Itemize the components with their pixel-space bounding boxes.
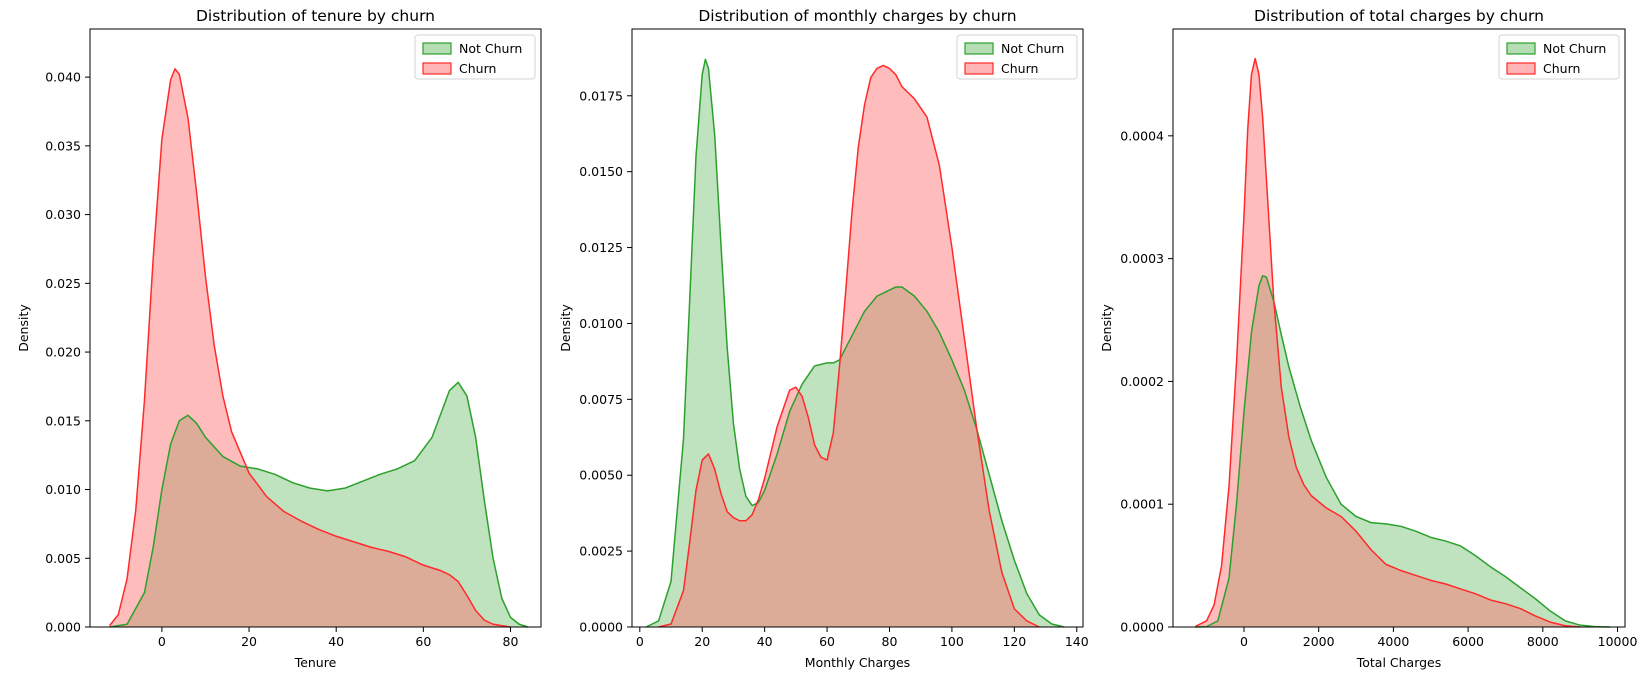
total-charges-x-tick-label: 4000 [1377, 634, 1409, 649]
total-charges-kde-panel: 0 2000 4000 6000 8000 10000 0.0000 0.0001 0.0002… [1099, 7, 1637, 670]
tenure-x-tick-label: 60 [415, 634, 431, 649]
total-charges-y-tick-label: 0.0002 [1120, 374, 1164, 389]
monthly-charges-x-tick-label: 0 [636, 634, 644, 649]
tenure-y-tick-label: 0.005 [45, 551, 81, 566]
monthly-charges-x-tick-label: 100 [940, 634, 964, 649]
tenure-legend: Not Churn Churn [414, 34, 536, 80]
tenure-kde-panel: 0 20 40 60 80 0.000 0.005 0.010 0.015 0.020 0.025 0… [16, 7, 542, 670]
tenure-y-tick-label: 0.030 [45, 207, 81, 222]
monthly-charges-chart-title: Distribution of monthly charges by churn [698, 7, 1016, 25]
total-charges-x-tick-label: 0 [1240, 634, 1248, 649]
tenure-y-tick-label: 0.020 [45, 345, 81, 360]
monthly-charges-churn-line [658, 64, 1040, 628]
monthly-charges-y-tick-label: 0.0050 [579, 468, 623, 483]
total-charges-x-tick-label: 6000 [1452, 634, 1484, 649]
monthly-charges-y-axis-label: Density [558, 304, 573, 352]
tenure-chart-title: Distribution of tenure by churn [196, 7, 435, 25]
monthly-charges-y-tick-label: 0.0125 [579, 240, 623, 255]
tenure-x-tick-label: 0 [158, 634, 166, 649]
tenure-x-tick-label: 20 [241, 634, 257, 649]
monthly-charges-kde-panel: 0 20 40 60 80 100 120 140 0.0000 0.0025 0.0050 0.00… [558, 7, 1089, 670]
monthly-charges-y-tick-label: 0.0075 [579, 392, 623, 407]
tenure-y-tick-label: 0.010 [45, 482, 81, 497]
monthly-charges-churn-area [658, 65, 1040, 628]
monthly-charges-not-churn-area [646, 59, 1065, 628]
tenure-x-tick-label: 80 [503, 634, 519, 649]
total-charges-churn-area [1195, 58, 1581, 628]
monthly-charges-x-tick-label: 80 [882, 634, 898, 649]
total-charges-y-axis-label: Density [1099, 304, 1114, 352]
total-charges-not-churn-line [1195, 275, 1611, 628]
monthly-charges-legend-label-not-churn: Not Churn [1001, 41, 1064, 56]
tenure-not-churn-line [109, 381, 529, 628]
total-charges-y-tick-label: 0.0003 [1120, 251, 1164, 266]
monthly-charges-y-tick-label: 0.0025 [579, 544, 623, 559]
monthly-charges-x-axis-label: Monthly Charges [805, 655, 910, 670]
total-charges-churn-line [1195, 57, 1581, 628]
tenure-y-tick-label: 0.015 [45, 413, 81, 428]
tenure-y-tick-label: 0.035 [45, 138, 81, 153]
total-charges-legend-label-churn: Churn [1543, 61, 1580, 76]
tenure-legend-label-not-churn: Not Churn [459, 41, 522, 56]
total-charges-x-tick-label: 2000 [1303, 634, 1335, 649]
total-charges-y-tick-label: 0.0004 [1120, 128, 1164, 143]
monthly-charges-axes-frame [631, 28, 1084, 628]
total-charges-legend-label-not-churn: Not Churn [1543, 41, 1606, 56]
tenure-y-tick-label: 0.000 [45, 620, 81, 635]
tenure-x-tick-label: 40 [328, 634, 344, 649]
monthly-charges-x-tick-label: 60 [819, 634, 835, 649]
total-charges-chart-title: Distribution of total charges by churn [1254, 7, 1544, 25]
total-charges-axes-frame [1172, 28, 1626, 628]
monthly-charges-y-tick-label: 0.0000 [579, 620, 623, 635]
tenure-legend-label-churn: Churn [459, 61, 496, 76]
total-charges-legend-swatch-not-churn [1506, 42, 1536, 55]
monthly-charges-y-tick-label: 0.0175 [579, 88, 623, 103]
total-charges-legend: Not Churn Churn [1498, 34, 1620, 80]
tenure-legend-swatch-not-churn [422, 42, 452, 55]
total-charges-y-tick-label: 0.0001 [1120, 497, 1164, 512]
tenure-churn-area [109, 68, 511, 628]
monthly-charges-y-tick-label: 0.0150 [579, 164, 623, 179]
monthly-charges-not-churn-line [645, 58, 1065, 628]
monthly-charges-x-tick-label: 120 [1002, 634, 1026, 649]
monthly-charges-x-tick-label: 20 [694, 634, 710, 649]
total-charges-not-churn-area [1195, 275, 1611, 627]
monthly-charges-legend-swatch-churn [964, 62, 994, 75]
tenure-churn-line [109, 68, 511, 628]
total-charges-x-tick-label: 8000 [1527, 634, 1559, 649]
tenure-x-axis-label: Tenure [294, 655, 337, 670]
tenure-y-tick-label: 0.025 [45, 276, 81, 291]
monthly-charges-x-tick-label: 40 [757, 634, 773, 649]
total-charges-legend-swatch-churn [1506, 62, 1536, 75]
total-charges-x-axis-label: Total Charges [1356, 655, 1442, 670]
monthly-charges-x-tick-label: 140 [1065, 634, 1089, 649]
tenure-y-tick-label: 0.040 [45, 70, 81, 85]
monthly-charges-y-tick-label: 0.0100 [579, 316, 623, 331]
monthly-charges-legend: Not Churn Churn [956, 34, 1078, 80]
total-charges-x-tick-label: 10000 [1598, 634, 1638, 649]
tenure-legend-swatch-churn [422, 62, 452, 75]
total-charges-y-tick-label: 0.0000 [1120, 620, 1164, 635]
tenure-y-axis-label: Density [16, 304, 31, 352]
monthly-charges-legend-swatch-not-churn [964, 42, 994, 55]
tenure-axes-frame [89, 28, 542, 628]
monthly-charges-legend-label-churn: Churn [1001, 61, 1038, 76]
